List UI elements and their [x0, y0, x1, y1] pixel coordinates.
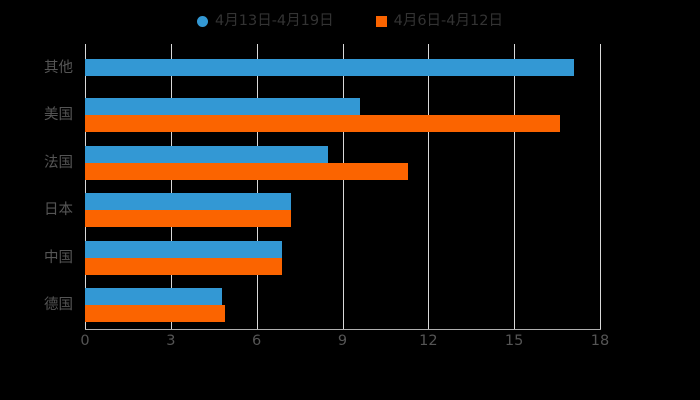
x-axis-tick-0: 0: [80, 333, 90, 349]
bar-series-1-日本[interactable]: [85, 193, 291, 211]
legend-square-icon: [375, 15, 387, 27]
bar-series-1-中国[interactable]: [85, 240, 283, 258]
legend-circle-icon: [197, 15, 209, 27]
legend-label-series-2: 4月6日-4月12日: [393, 12, 503, 29]
gridline-18: [600, 44, 601, 329]
bar-series-2-日本[interactable]: [85, 210, 291, 228]
y-axis-label-中国: 中国: [44, 249, 73, 266]
bar-series-1-德国[interactable]: [85, 288, 223, 306]
bar-series-1-法国[interactable]: [85, 145, 329, 163]
y-axis-label-德国: 德国: [44, 297, 73, 314]
x-axis-tick-15: 15: [504, 333, 524, 349]
bar-series-2-中国[interactable]: [85, 257, 283, 275]
x-axis-line: [85, 329, 601, 330]
legend-item-series-2[interactable]: 4月6日-4月12日: [375, 12, 503, 29]
x-axis-tick-18: 18: [590, 333, 610, 349]
legend-label-series-1: 4月13日-4月19日: [215, 12, 334, 29]
bar-series-1-美国[interactable]: [85, 98, 360, 116]
gridline-0: [85, 44, 86, 329]
legend-item-series-1[interactable]: 4月13日-4月19日: [197, 14, 334, 29]
gridline-15: [514, 44, 516, 329]
plot-area: [85, 44, 601, 329]
bar-series-1-其他[interactable]: [85, 59, 575, 77]
bar-series-2-美国[interactable]: [85, 115, 560, 133]
bar-series-2-德国[interactable]: [85, 305, 226, 323]
gridline-3: [170, 44, 172, 329]
x-axis-tick-6: 6: [252, 333, 262, 349]
gridline-12: [428, 44, 430, 329]
x-axis-tick-9: 9: [337, 333, 348, 349]
chart-legend: 4月13日-4月19日 4月6日-4月12日: [0, 8, 700, 34]
y-axis-label-美国: 美国: [44, 107, 73, 124]
x-axis-tick-12: 12: [419, 333, 438, 349]
x-axis-tick-labels: 0 3 6 9 12 15 18: [0, 334, 700, 354]
gridline-9: [342, 44, 344, 329]
y-axis-labels: 其他美国法国日本中国德国: [0, 44, 73, 329]
bar-series-2-法国[interactable]: [85, 162, 409, 180]
x-axis-tick-3: 3: [166, 333, 176, 349]
y-axis-label-其他: 其他: [44, 59, 73, 76]
y-axis-label-法国: 法国: [44, 154, 73, 171]
y-axis-label-日本: 日本: [44, 202, 73, 219]
gridline-6: [256, 44, 258, 329]
